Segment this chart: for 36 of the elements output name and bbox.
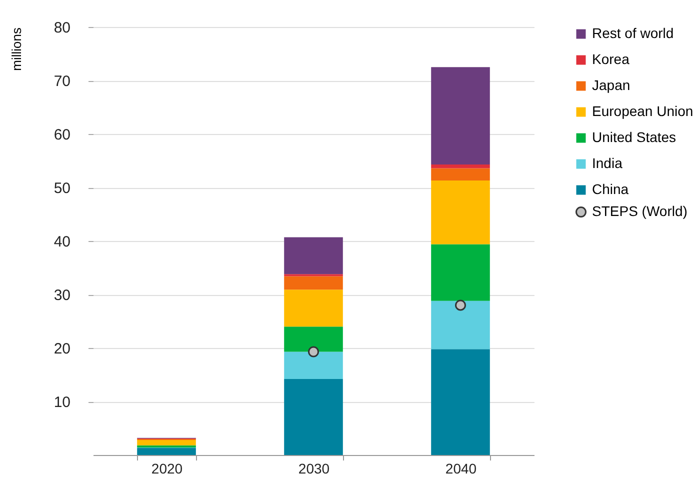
legend-label: Korea [592, 51, 630, 67]
bar [137, 448, 196, 455]
legend-label: Rest of world [592, 25, 674, 41]
bar [284, 276, 343, 290]
y-tick-label: 70 [54, 73, 70, 90]
legend-label: European Union [592, 103, 694, 119]
y-tick-label: 40 [54, 234, 70, 250]
legend-label: United States [592, 129, 676, 145]
x-tick-label: 2040 [445, 460, 477, 476]
y-tick-label: 30 [54, 287, 70, 304]
bar [284, 379, 343, 455]
y-tick-label: 50 [54, 180, 70, 197]
bar [137, 440, 196, 446]
bar [284, 352, 343, 380]
legend-label: STEPS (World) [592, 203, 688, 219]
legend-label: China [592, 181, 629, 197]
legend-label: Japan [592, 77, 630, 93]
x-tick-label: 2030 [298, 460, 330, 476]
bar [431, 164, 490, 168]
bar [431, 244, 490, 301]
bar [431, 67, 490, 164]
y-tick-label: 20 [54, 340, 70, 358]
y-tick-label: 10 [54, 394, 70, 411]
y-tick-label: 60 [54, 126, 70, 144]
bar [431, 349, 490, 455]
y-axis-title: millions [8, 27, 24, 71]
bar [431, 180, 490, 244]
legend-label: India [592, 155, 623, 171]
bar [137, 445, 196, 448]
bar [284, 326, 343, 352]
x-tick-label: 2020 [151, 460, 183, 476]
bar [284, 237, 343, 274]
y-tick-label: 80 [54, 20, 70, 36]
bar [284, 290, 343, 327]
bar [431, 300, 490, 350]
bar [431, 168, 490, 181]
